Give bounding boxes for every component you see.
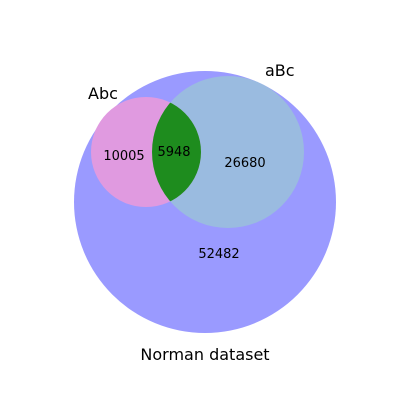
count-abc-only: 10005 (103, 149, 144, 164)
label-set-abc-lower: Abc (88, 84, 118, 103)
count-norman-only: 52482 (198, 247, 239, 262)
count-abc-upper-only: 26680 (224, 156, 265, 171)
set-circle-abc-upper (152, 76, 304, 228)
label-set-abc-upper: aBc (265, 61, 295, 80)
count-intersection: 5948 (157, 145, 190, 160)
label-set-norman: Norman dataset (140, 345, 269, 364)
